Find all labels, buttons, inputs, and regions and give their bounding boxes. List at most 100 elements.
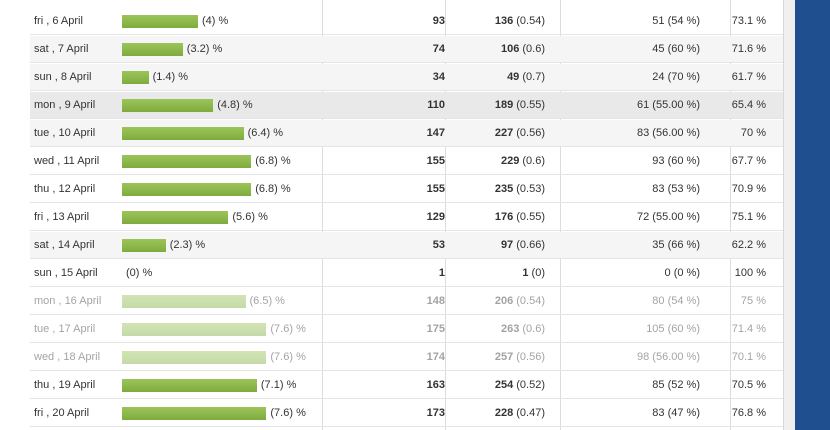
share-bar [122, 15, 198, 28]
pageviews-value: 227 [494, 127, 514, 139]
share-percent: (0) % [126, 267, 153, 279]
table-row[interactable]: tue , 10 April (6.4) % 147 227 (0.56) 83 (56… [30, 120, 783, 147]
pageviews-value: 254 [494, 379, 514, 391]
share-percent: (2.3) % [169, 239, 206, 251]
date-cell: sun , 15 April [34, 267, 98, 279]
rate-cell: 70.5 % [731, 379, 766, 391]
visits-cell: 173 [426, 407, 445, 419]
share-bar [122, 211, 229, 224]
pageviews-value: 106 [500, 43, 520, 55]
table-row[interactable]: wed , 18 April (7.6) % 174 257 (0.56) 98 (56… [30, 344, 783, 371]
count-percent-cell: 35 (66 %) [652, 239, 700, 251]
pageviews-value: 229 [500, 155, 520, 167]
table-row[interactable]: tue , 17 April (7.6) % 175 263 (0.6) 105 (60… [30, 316, 783, 343]
pageviews-ratio: (0.54) [516, 15, 545, 27]
table-row[interactable]: wed , 11 April (6.8) % 155 229 (0.6) 93 (60 … [30, 148, 783, 175]
visits-cell: 93 [432, 15, 445, 27]
count-percent-cell: 45 (60 %) [652, 43, 700, 55]
rate-cell: 100 % [734, 267, 766, 279]
visits-cell: 147 [426, 127, 445, 139]
date-cell: fri , 6 April [34, 15, 83, 27]
share-percent: (7.6) % [270, 323, 306, 335]
table-row[interactable]: fri , 20 April (7.6) % 173 228 (0.47) 83 (47… [30, 400, 783, 427]
pageviews-cell: 136 (0.54) [440, 8, 545, 35]
pageviews-ratio: (0.54) [516, 295, 545, 307]
pageviews-value: 1 [522, 267, 529, 279]
count-percent-cell: 80 (54 %) [652, 295, 700, 307]
pageviews-cell: 49 (0.7) [440, 64, 545, 91]
pageviews-ratio: (0.6) [522, 155, 545, 167]
table-row[interactable]: sun , 15 April (0) % 1 1 (0) 0 (0 %) 100 % [30, 260, 783, 287]
rate-cell: 65.4 % [731, 99, 766, 111]
pageviews-ratio: (0.52) [516, 379, 545, 391]
table-row[interactable]: mon , 16 April (6.5) % 148 206 (0.54) 80 (54… [30, 288, 783, 315]
date-cell: tue , 10 April [34, 127, 96, 139]
visits-cell: 34 [432, 71, 445, 83]
visits-cell: 155 [426, 183, 445, 195]
table-row[interactable]: fri , 13 April (5.6) % 129 176 (0.55) 72 (55… [30, 204, 783, 231]
pageviews-value: 189 [494, 99, 514, 111]
count-percent-cell: 0 (0 %) [664, 267, 700, 279]
rate-cell: 73.1 % [731, 15, 766, 27]
count-percent-cell: 105 (60 %) [646, 323, 700, 335]
rate-cell: 70.1 % [731, 351, 766, 363]
share-percent: (7.6) % [270, 351, 306, 363]
pageviews-ratio: (0.66) [516, 239, 545, 251]
table-row[interactable]: fri , 6 April (4) % 93 136 (0.54) 51 (54 %) 7… [30, 8, 783, 35]
visits-cell: 53 [432, 239, 445, 251]
table-row[interactable]: sun , 8 April (1.4) % 34 49 (0.7) 24 (70 %) 6… [30, 64, 783, 91]
pageviews-cell: 106 (0.6) [440, 36, 545, 63]
pageviews-cell: 235 (0.53) [440, 176, 545, 203]
pageviews-cell: 254 (0.52) [440, 372, 545, 399]
pageviews-cell: 206 (0.54) [440, 288, 545, 315]
pageviews-ratio: (0.56) [516, 127, 545, 139]
date-cell: fri , 20 April [34, 407, 90, 419]
count-percent-cell: 85 (52 %) [652, 379, 700, 391]
rate-cell: 67.7 % [731, 155, 766, 167]
share-percent: (1.4) % [152, 71, 189, 83]
pageviews-cell: 229 (0.6) [440, 148, 545, 175]
visits-cell: 110 [427, 99, 445, 111]
pageviews-value: 136 [494, 15, 514, 27]
visits-cell: 174 [426, 351, 445, 363]
table-row[interactable]: sat , 7 April (3.2) % 74 106 (0.6) 45 (60 %)… [30, 36, 783, 63]
visits-cell: 1 [438, 267, 445, 279]
column-divider [730, 0, 731, 430]
page-background-panel [795, 0, 830, 430]
share-bar [122, 127, 244, 140]
share-percent: (7.1) % [260, 379, 297, 391]
pageviews-ratio: (0) [531, 267, 545, 279]
pageviews-cell: 257 (0.56) [440, 344, 545, 371]
visits-cell: 74 [432, 43, 445, 55]
table-row[interactable]: thu , 12 April (6.8) % 155 235 (0.53) 83 (53… [30, 176, 783, 203]
share-percent: (6.5) % [249, 295, 285, 307]
table-row[interactable]: mon , 9 April (4.8) % 110 189 (0.55) 61 (55.… [30, 92, 783, 119]
pageviews-value: 206 [494, 295, 514, 307]
pageviews-value: 97 [500, 239, 514, 251]
share-bar [122, 183, 252, 196]
visits-cell: 175 [426, 323, 445, 335]
date-cell: thu , 19 April [34, 379, 96, 391]
pageviews-value: 228 [494, 407, 514, 419]
rate-cell: 70.9 % [731, 183, 766, 195]
share-percent: (7.6) % [270, 407, 306, 419]
count-percent-cell: 83 (53 %) [652, 183, 700, 195]
column-divider [322, 0, 323, 430]
stats-table: fri , 6 April (4) % 93 136 (0.54) 51 (54 %) 7… [30, 0, 783, 430]
share-percent: (4.8) % [217, 99, 253, 111]
pageviews-value: 263 [500, 323, 520, 335]
share-bar [122, 407, 267, 420]
rate-cell: 75 % [740, 295, 766, 307]
table-row[interactable]: thu , 19 April (7.1) % 163 254 (0.52) 85 (52… [30, 372, 783, 399]
scrollbar-track[interactable] [783, 0, 796, 430]
visits-cell: 163 [426, 379, 445, 391]
pageviews-ratio: (0.6) [522, 323, 545, 335]
pageviews-value: 49 [507, 71, 520, 83]
share-percent: (6.8) % [255, 155, 291, 167]
date-cell: fri , 13 April [34, 211, 90, 223]
date-cell: sat , 14 April [34, 239, 95, 251]
pageviews-value: 235 [494, 183, 514, 195]
table-row[interactable]: sat , 14 April (2.3) % 53 97 (0.66) 35 (66 %… [30, 232, 783, 259]
share-bar [122, 379, 257, 392]
count-percent-cell: 51 (54 %) [652, 15, 700, 27]
